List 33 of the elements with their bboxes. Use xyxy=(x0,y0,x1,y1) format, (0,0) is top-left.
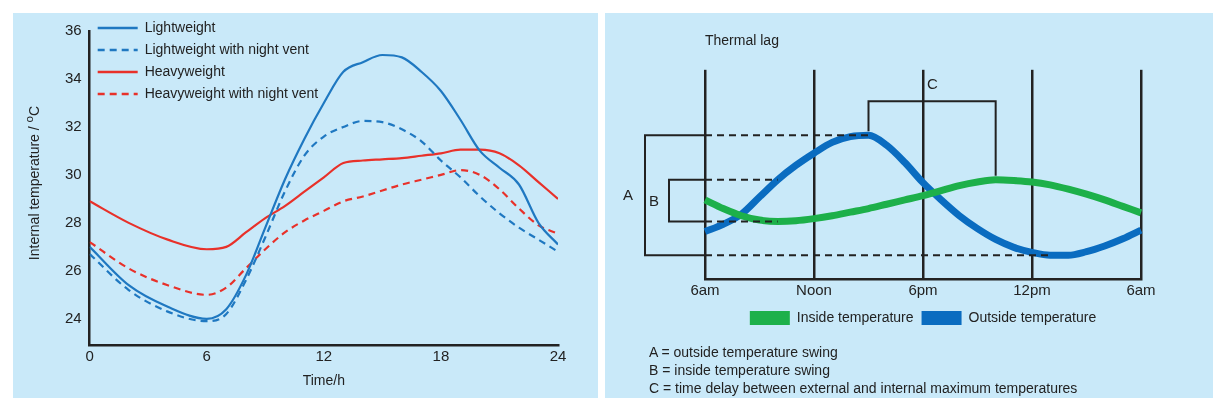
y-tick-label: 36 xyxy=(65,21,82,39)
text: B = inside temperature swing xyxy=(649,361,831,379)
legend-label: Outside temperature xyxy=(968,308,1097,325)
y-tick-label: 24 xyxy=(65,308,82,326)
text: A = outside temperature swing xyxy=(649,343,839,361)
text: B xyxy=(649,191,660,209)
y-tick-label: 28 xyxy=(65,213,82,231)
x-tick-label: 18 xyxy=(432,347,450,365)
x-tick-label: 12 xyxy=(315,347,333,365)
x-axis-title: Time/h xyxy=(302,372,345,389)
x-tick-label: 0 xyxy=(85,347,94,365)
x-tick-label: 6 xyxy=(202,347,211,365)
x-tick-label: 6am xyxy=(1126,281,1156,299)
line-series xyxy=(89,148,558,251)
x-tick-label: 12pm xyxy=(1013,281,1051,299)
legend-label: Lightweight with night vent xyxy=(144,40,310,57)
y-tick-label: 30 xyxy=(65,165,82,183)
x-tick-label: 24 xyxy=(549,347,567,365)
text: A xyxy=(623,186,634,204)
legend-label: Heavyweight xyxy=(144,62,225,79)
x-tick-label: Noon xyxy=(796,281,832,299)
line-series xyxy=(89,169,558,296)
chart-title: Thermal lag xyxy=(705,32,779,49)
x-tick-label: 6am xyxy=(690,281,720,299)
legend-label: Heavyweight with night vent xyxy=(144,84,319,101)
y-tick-label: 34 xyxy=(65,69,82,87)
text: C xyxy=(927,75,938,93)
legend-label: Inside temperature xyxy=(796,308,914,325)
text: C = time delay between external and internal maximum temperatures xyxy=(649,379,1078,397)
legend-label: Lightweight xyxy=(144,18,216,35)
x-tick-label: 6pm xyxy=(908,281,938,299)
y-tick-label: 32 xyxy=(65,117,82,135)
y-tick-label: 26 xyxy=(65,260,82,278)
